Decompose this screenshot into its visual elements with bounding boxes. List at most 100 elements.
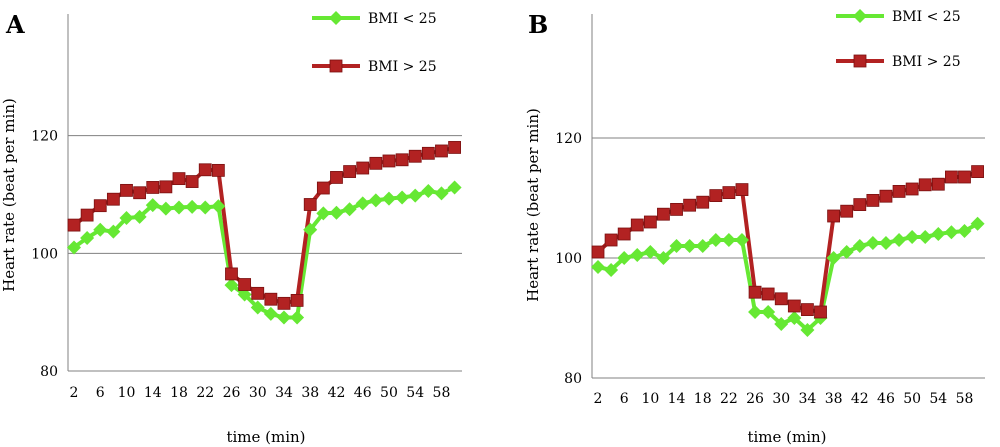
legend-item-bmi-lt-25: BMI < 25 bbox=[312, 11, 437, 27]
data-point-bmi-gt-25 bbox=[814, 305, 827, 319]
series-line-bmi-gt-25 bbox=[596, 169, 979, 314]
legend-marker-bmi-gt-25 bbox=[853, 54, 867, 68]
data-point-bmi-gt-25 bbox=[146, 181, 160, 194]
data-point-bmi-lt-25 bbox=[355, 196, 370, 211]
x-tick-label: 34 bbox=[799, 391, 817, 407]
data-point-bmi-lt-25 bbox=[656, 251, 671, 265]
data-point-bmi-lt-25 bbox=[774, 317, 789, 331]
panel-a: A Heart rate (beat per min) time (min) 8… bbox=[0, 10, 462, 446]
data-point-bmi-gt-25 bbox=[879, 189, 893, 203]
series-line-bmi-gt-25 bbox=[72, 145, 456, 306]
data-point-bmi-gt-25 bbox=[330, 171, 343, 184]
y-tick-label: 80 bbox=[564, 371, 582, 387]
data-point-bmi-gt-25 bbox=[827, 209, 841, 223]
gridlines bbox=[68, 135, 462, 254]
data-point-bmi-lt-25 bbox=[237, 287, 252, 302]
data-point-bmi-lt-25 bbox=[865, 236, 880, 250]
data-point-bmi-gt-25 bbox=[211, 163, 225, 177]
data-point-bmi-gt-25 bbox=[133, 186, 147, 200]
x-tick-label: 50 bbox=[380, 385, 398, 401]
legend: BMI < 25 BMI > 25 bbox=[312, 11, 437, 75]
data-point-bmi-gt-25 bbox=[905, 182, 919, 196]
series-group bbox=[67, 141, 462, 325]
x-tick-label: 30 bbox=[249, 385, 267, 401]
data-point-bmi-lt-25 bbox=[748, 305, 763, 319]
data-point-bmi-gt-25 bbox=[382, 154, 396, 168]
legend: BMI < 25 BMI > 25 bbox=[836, 9, 961, 70]
data-point-bmi-lt-25 bbox=[185, 199, 200, 214]
data-point-bmi-lt-25 bbox=[826, 251, 841, 265]
x-tick-label: 54 bbox=[929, 391, 947, 407]
x-tick-label: 2 bbox=[70, 385, 79, 401]
x-tick-label: 42 bbox=[328, 385, 346, 401]
data-point-bmi-lt-25 bbox=[395, 190, 410, 205]
data-point-bmi-gt-25 bbox=[303, 198, 317, 211]
x-tick-label: 22 bbox=[720, 391, 738, 407]
data-point-bmi-lt-25 bbox=[447, 180, 462, 195]
legend-label-bmi-lt-25: BMI < 25 bbox=[892, 9, 961, 25]
data-point-bmi-gt-25 bbox=[290, 293, 304, 307]
x-tick-labels: 2 6 10 14 18 22 26 30 34 38 42 46 50 54 58 bbox=[594, 391, 974, 407]
x-tick-labels: 2 6 10 14 18 22 26 30 34 38 42 46 50 54 58 bbox=[70, 385, 451, 401]
axes bbox=[67, 14, 462, 372]
data-point-bmi-lt-25 bbox=[368, 193, 383, 208]
data-point-bmi-lt-25 bbox=[892, 233, 907, 247]
data-point-bmi-gt-25 bbox=[316, 181, 330, 195]
data-point-bmi-gt-25 bbox=[120, 183, 133, 197]
data-point-bmi-lt-25 bbox=[329, 205, 344, 220]
legend-item-bmi-lt-25: BMI < 25 bbox=[836, 9, 961, 25]
data-point-bmi-gt-25 bbox=[735, 183, 749, 197]
y-tick-label: 80 bbox=[40, 364, 58, 380]
y-tick-label: 120 bbox=[555, 131, 582, 147]
data-point-bmi-gt-25 bbox=[172, 172, 186, 186]
data-point-bmi-gt-25 bbox=[591, 245, 605, 259]
x-tick-label: 34 bbox=[275, 385, 293, 401]
data-point-bmi-lt-25 bbox=[132, 209, 147, 224]
data-point-bmi-gt-25 bbox=[448, 141, 461, 154]
data-point-bmi-gt-25 bbox=[159, 180, 173, 194]
x-tick-label: 18 bbox=[170, 385, 188, 401]
x-tick-label: 22 bbox=[196, 385, 214, 401]
data-point-bmi-lt-25 bbox=[800, 323, 815, 337]
data-point-bmi-lt-25 bbox=[617, 251, 632, 265]
x-tick-label: 10 bbox=[118, 385, 136, 401]
data-point-bmi-gt-25 bbox=[670, 202, 683, 216]
x-tick-label: 54 bbox=[406, 385, 424, 401]
y-axis-title: Heart rate (beat per min) bbox=[0, 98, 18, 292]
data-point-bmi-lt-25 bbox=[630, 248, 645, 262]
data-point-bmi-gt-25 bbox=[971, 165, 984, 179]
data-point-bmi-gt-25 bbox=[787, 299, 801, 313]
data-point-bmi-lt-25 bbox=[708, 233, 723, 247]
legend-marker-bmi-gt-25 bbox=[329, 59, 343, 73]
data-point-bmi-lt-25 bbox=[342, 202, 357, 217]
data-point-bmi-gt-25 bbox=[931, 177, 945, 191]
x-axis-title: time (min) bbox=[747, 428, 826, 446]
y-axis-title: Heart rate (beat per min) bbox=[524, 108, 542, 302]
data-point-bmi-gt-25 bbox=[722, 186, 736, 200]
data-point-bmi-gt-25 bbox=[761, 287, 775, 301]
legend-item-bmi-gt-25: BMI > 25 bbox=[312, 59, 437, 75]
data-point-bmi-lt-25 bbox=[695, 239, 710, 253]
data-point-bmi-gt-25 bbox=[709, 189, 723, 203]
data-point-bmi-gt-25 bbox=[238, 278, 252, 291]
data-point-bmi-gt-25 bbox=[945, 170, 958, 184]
data-point-bmi-lt-25 bbox=[421, 183, 436, 198]
data-point-bmi-gt-25 bbox=[657, 207, 670, 221]
data-point-bmi-lt-25 bbox=[918, 230, 933, 244]
data-point-bmi-gt-25 bbox=[748, 285, 762, 299]
data-point-bmi-lt-25 bbox=[290, 310, 305, 325]
y-tick-labels: 80 100 120 bbox=[31, 129, 58, 380]
data-point-bmi-gt-25 bbox=[696, 195, 710, 209]
data-point-bmi-gt-25 bbox=[408, 149, 422, 163]
x-tick-label: 50 bbox=[903, 391, 921, 407]
data-point-bmi-gt-25 bbox=[866, 193, 880, 207]
data-point-bmi-gt-25 bbox=[643, 215, 657, 229]
axes bbox=[591, 14, 985, 379]
x-axis-title: time (min) bbox=[226, 428, 305, 446]
data-point-bmi-gt-25 bbox=[369, 156, 383, 170]
data-point-bmi-lt-25 bbox=[303, 222, 318, 237]
data-point-bmi-gt-25 bbox=[67, 218, 81, 232]
data-point-bmi-gt-25 bbox=[343, 165, 357, 178]
data-point-bmi-gt-25 bbox=[604, 233, 618, 247]
